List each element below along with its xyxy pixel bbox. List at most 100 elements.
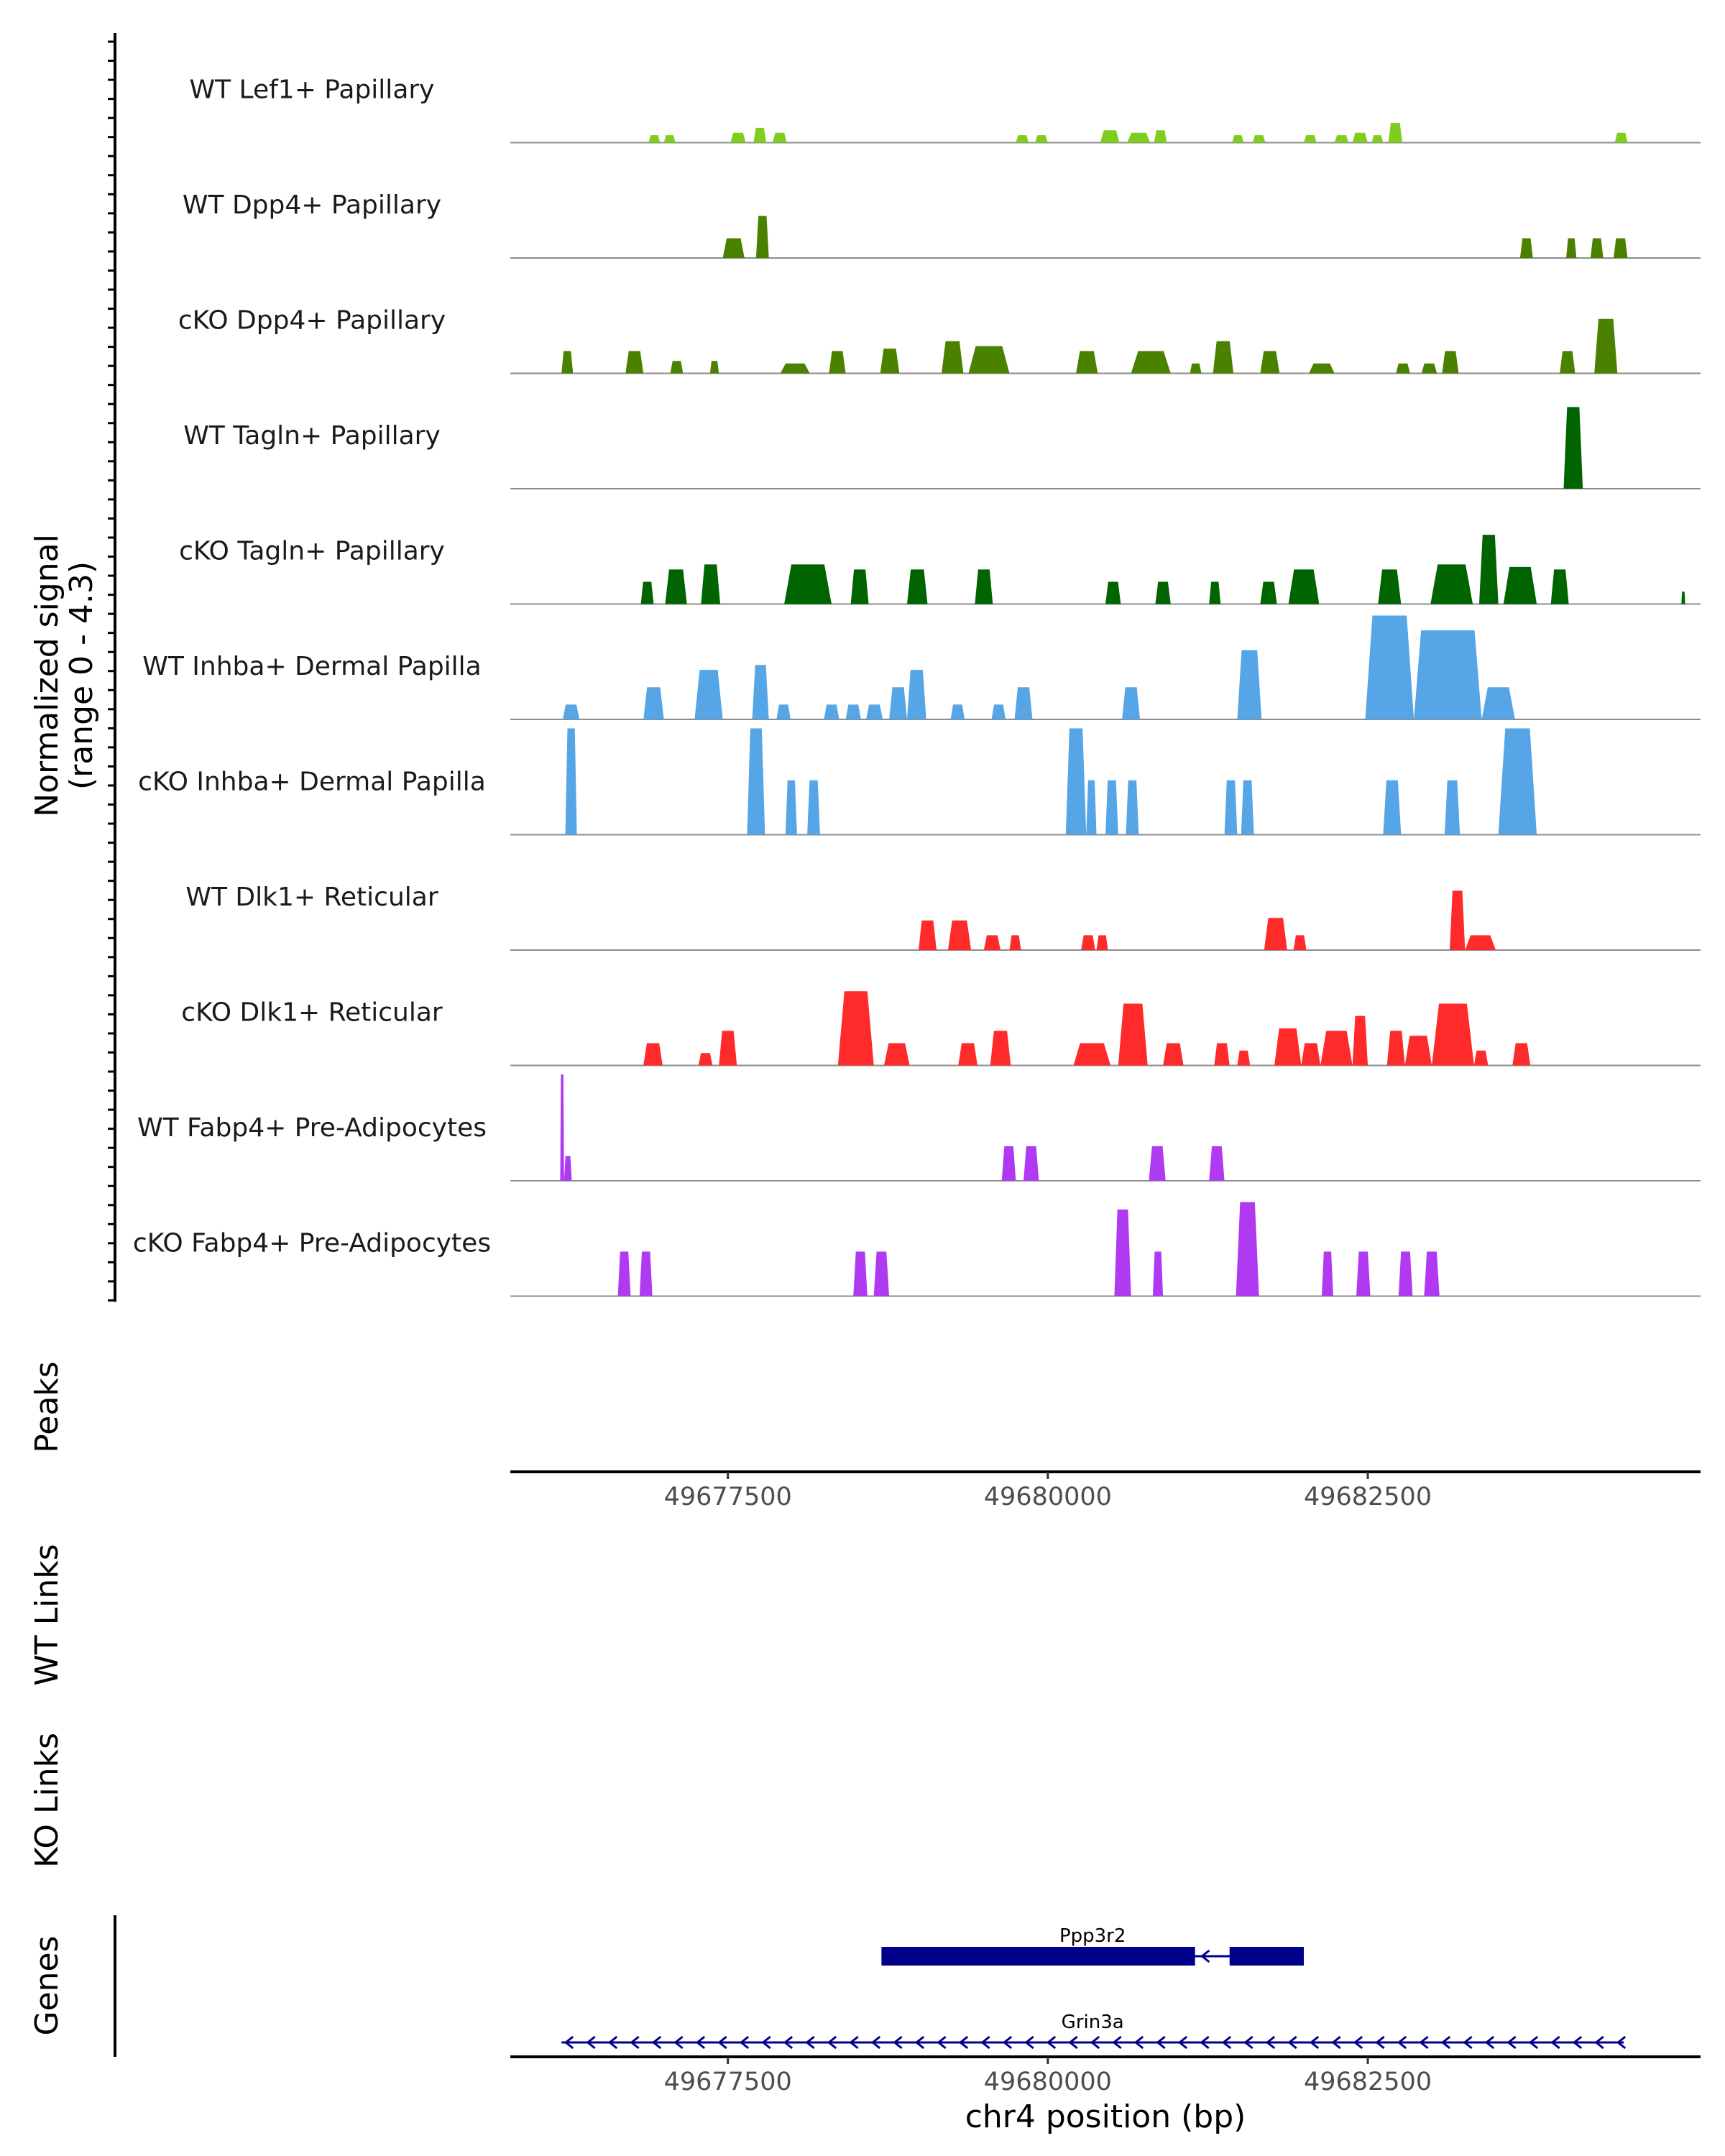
signal-peak	[561, 351, 574, 374]
x-tick-label: 49682500	[1304, 1483, 1432, 1511]
signal-peak	[701, 564, 721, 604]
signal-peak	[1076, 351, 1098, 374]
strand-arrow	[1046, 2035, 1057, 2050]
strand-arrow	[651, 2035, 662, 2050]
signal-peak	[807, 780, 820, 835]
strand-arrow	[1221, 2035, 1232, 2050]
signal-peak	[1481, 687, 1515, 719]
signal-peak	[1396, 363, 1410, 374]
track-cko-dlk1-reticular: cKO Dlk1+ Reticular	[181, 991, 1701, 1067]
signal-peak	[1320, 1031, 1353, 1066]
signal-peak	[1550, 569, 1569, 604]
strand-arrow	[1550, 2035, 1560, 2050]
signal-peak	[1449, 890, 1466, 950]
x-tick-label: 49682500	[1304, 2068, 1432, 2096]
signal-peak	[1163, 1043, 1184, 1066]
signal-peak	[785, 780, 797, 835]
strand-arrow	[937, 2035, 947, 2050]
signal-peak	[853, 1251, 868, 1296]
signal-peak	[617, 1251, 631, 1296]
strand-arrow	[1200, 1949, 1210, 1963]
signal-peak	[753, 127, 767, 143]
signal-peak	[1614, 132, 1628, 143]
gene-name-label: Ppp3r2	[1059, 1925, 1126, 1947]
track-label: WT Fabp4+ Pre-Adipocytes	[137, 1113, 487, 1143]
signal-peak	[1155, 581, 1171, 604]
signal-peak	[1073, 1043, 1111, 1066]
signal-peak	[565, 728, 577, 835]
track-label: WT Lef1+ Papillary	[190, 75, 435, 105]
strand-arrow	[1353, 2035, 1363, 2050]
signal-peak	[1478, 535, 1499, 604]
signal-peak	[1309, 363, 1335, 374]
strand-arrow	[1506, 2035, 1517, 2050]
signal-peak	[1105, 581, 1121, 604]
strand-arrow	[827, 2035, 837, 2050]
signal-peak	[1398, 1251, 1413, 1296]
track-wt-dlk1-reticular: WT Dlk1+ Reticular	[185, 883, 1701, 951]
strand-arrow	[607, 2035, 618, 2050]
signal-peak	[1356, 1251, 1371, 1296]
signal-peak	[1152, 1251, 1164, 1296]
strand-arrow	[564, 2035, 574, 2050]
signal-peak	[1473, 1050, 1489, 1066]
signal-peak	[1304, 135, 1317, 143]
strand-arrow	[1528, 2035, 1539, 2050]
strand-arrow	[1090, 2035, 1100, 2050]
x-axis-title: chr4 position (bp)	[965, 2099, 1246, 2135]
signal-peak	[975, 569, 993, 604]
strand-arrow	[695, 2035, 706, 2050]
signal-peak	[883, 1043, 910, 1066]
coverage-panel: WT Lef1+ Papillary WT Dpp4+ Papillary cKO …	[108, 33, 1701, 1302]
signal-peak	[1009, 935, 1021, 950]
y-axis-title-line1: Normalized signal	[29, 534, 65, 817]
signal-peak	[755, 216, 769, 258]
signal-peak	[1213, 341, 1234, 374]
strand-arrow	[1572, 2035, 1583, 2050]
signal-peak	[824, 704, 840, 719]
x-tick-label: 49680000	[984, 1483, 1112, 1511]
signal-peak	[1442, 351, 1459, 374]
signal-peak	[625, 351, 644, 374]
signal-peak	[670, 361, 684, 374]
signal-peak	[1232, 135, 1244, 143]
signal-peak	[1237, 650, 1262, 719]
signal-peak	[1383, 780, 1402, 835]
strand-arrow	[1002, 2035, 1013, 2050]
signal-peak	[752, 665, 769, 719]
track-cko-tagln-papillary: cKO Tagln+ Papillary	[179, 535, 1701, 605]
strand-arrow	[1331, 2035, 1341, 2050]
signal-peak	[1131, 351, 1171, 374]
track-wt-dpp4-papillary: WT Dpp4+ Papillary	[183, 190, 1701, 259]
signal-peak	[643, 1043, 663, 1066]
signal-peak	[1065, 728, 1087, 835]
signal-peak	[1096, 935, 1108, 950]
strand-arrow	[586, 2035, 596, 2050]
signal-peak	[1388, 122, 1403, 143]
signal-peak	[947, 920, 972, 950]
strand-arrow	[805, 2035, 815, 2050]
signal-peak	[919, 920, 937, 950]
signal-peak	[1519, 238, 1533, 258]
signal-peak	[1149, 1146, 1166, 1181]
signal-peak	[648, 135, 661, 143]
track-label: cKO Dpp4+ Papillary	[178, 306, 446, 336]
strand-arrow	[1375, 2035, 1385, 2050]
track-wt-lef1-papillary: WT Lef1+ Papillary	[190, 75, 1701, 144]
strand-arrow	[673, 2035, 684, 2050]
signal-peak	[1122, 687, 1141, 719]
track-cko-inhba-dermal-papilla: cKO Inhba+ Dermal Papilla	[138, 728, 1701, 836]
signal-peak	[1260, 581, 1277, 604]
track-label: cKO Tagln+ Papillary	[179, 537, 445, 566]
signal-peak	[1613, 238, 1628, 258]
signal-peak	[850, 569, 869, 604]
signal-peak	[845, 704, 861, 719]
track-wt-inhba-dermal-papilla: WT Inhba+ Dermal Papilla	[142, 615, 1701, 720]
signal-peak	[1560, 351, 1576, 374]
x-tick-label: 49677500	[664, 2068, 792, 2096]
track-label: WT Dlk1+ Reticular	[185, 883, 438, 912]
strand-arrow	[1484, 2035, 1495, 2050]
signal-peak	[1503, 566, 1537, 604]
strand-arrow	[1133, 2035, 1144, 2050]
signal-peak	[950, 704, 965, 719]
